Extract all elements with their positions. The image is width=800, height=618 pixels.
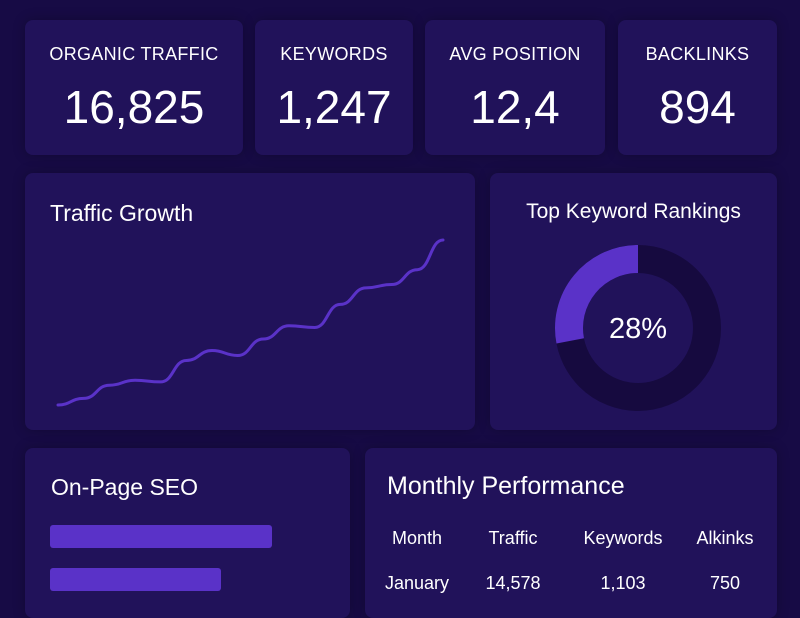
card-title: Top Keyword Rankings	[526, 200, 741, 223]
donut-chart: 28%	[555, 245, 721, 411]
stat-label: ORGANIC TRAFFIC	[49, 44, 219, 64]
stat-card: ORGANIC TRAFFIC 16,825	[25, 20, 243, 155]
seo-bar	[50, 568, 221, 591]
card-title: Traffic Growth	[50, 200, 194, 226]
page: ORGANIC TRAFFIC 16,825 KEYWORDS 1,247 AVG PO…	[25, 20, 777, 618]
stat-card: AVG POSITION 12,4	[425, 20, 605, 155]
performance-card: Monthly Performance Month Traffic Keywords A…	[365, 448, 777, 618]
traffic-line	[56, 238, 445, 407]
card-title: Monthly Performance	[387, 472, 625, 500]
donut-arc	[555, 245, 639, 344]
table-cell: 1,103	[600, 573, 646, 593]
donut-label: 28%	[609, 313, 667, 345]
seo-card: On-Page SEO	[25, 448, 350, 618]
table-cell: 750	[709, 573, 741, 593]
traffic-card: Traffic Growth	[25, 173, 475, 430]
rankings-card: Top Keyword Rankings 28%	[490, 173, 777, 430]
table-header: Alkinks	[696, 528, 754, 548]
table-header: Month	[391, 528, 443, 548]
stat-value: 1,247	[276, 81, 392, 133]
table-header: Traffic	[488, 528, 538, 548]
card-title: On-Page SEO	[51, 474, 199, 500]
table-cell: January	[384, 573, 450, 593]
line-chart	[56, 238, 445, 407]
stat-label: BACKLINKS	[645, 44, 750, 64]
stat-value: 16,825	[63, 81, 205, 133]
stat-card: KEYWORDS 1,247	[255, 20, 413, 155]
table-header: Keywords	[583, 528, 663, 548]
stat-value: 894	[659, 81, 736, 133]
seo-bar	[50, 525, 272, 548]
stat-value: 12,4	[470, 81, 560, 133]
stat-card: BACKLINKS 894	[618, 20, 777, 155]
table-cell: 14,578	[485, 573, 541, 593]
stat-label: KEYWORDS	[280, 44, 388, 64]
stat-label: AVG POSITION	[449, 44, 581, 64]
